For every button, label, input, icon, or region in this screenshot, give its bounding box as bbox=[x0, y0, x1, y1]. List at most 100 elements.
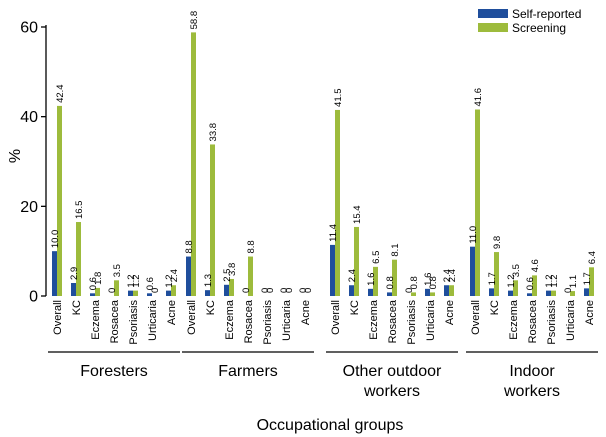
data-label-screening: 33.8 bbox=[208, 123, 219, 142]
data-label-screening: 2.4 bbox=[447, 269, 458, 282]
x-tick-label: Psoriasis bbox=[406, 300, 418, 345]
data-label-self-reported: 0 bbox=[241, 288, 252, 293]
bar-self-reported bbox=[508, 291, 513, 296]
x-tick-label: Eczema bbox=[508, 299, 520, 340]
bar-self-reported bbox=[71, 283, 76, 296]
bar-self-reported bbox=[546, 291, 551, 296]
data-label-screening: 9.8 bbox=[492, 236, 503, 249]
bars: 10.042.42.916.50.61.803.51.21.2 0.601.22.… bbox=[50, 11, 598, 296]
bar-self-reported bbox=[368, 289, 373, 296]
data-label-screening: 41.6 bbox=[473, 88, 484, 107]
data-label-self-reported: 11.4 bbox=[328, 224, 339, 242]
bar-self-reported bbox=[489, 288, 494, 296]
data-label-self-reported: 10.0 bbox=[50, 230, 61, 249]
data-label-screening: 1.2 bbox=[131, 274, 142, 287]
x-tick-label: Overall bbox=[52, 300, 64, 335]
bar-self-reported bbox=[444, 285, 449, 296]
x-tick-label: KC bbox=[71, 300, 83, 315]
data-label-screening: 42.4 bbox=[55, 84, 66, 103]
data-label-self-reported: 8.8 bbox=[184, 240, 195, 253]
data-label-screening: 2.4 bbox=[169, 269, 180, 282]
data-label-screening: 8.1 bbox=[390, 243, 401, 256]
data-label-screening: 16.5 bbox=[74, 201, 85, 220]
data-label-screening: 3.8 bbox=[227, 263, 238, 276]
y-axis: 0 20 40 60 bbox=[20, 20, 46, 306]
bar-self-reported bbox=[90, 293, 95, 296]
x-tick-label: Acne bbox=[166, 300, 178, 325]
data-label-screening: 0 bbox=[303, 288, 314, 293]
data-label-self-reported: 1.3 bbox=[203, 274, 214, 287]
data-label-screening: 0 bbox=[284, 288, 295, 293]
data-label-self-reported: 2.9 bbox=[69, 267, 80, 280]
x-tick-label: Overall bbox=[186, 300, 198, 335]
data-label-screening: 6.5 bbox=[371, 251, 382, 264]
x-tick-label: Rosacea bbox=[243, 299, 255, 343]
data-label-screening: 15.4 bbox=[352, 205, 363, 224]
bar-screening bbox=[449, 285, 454, 296]
data-label-screening: 0 bbox=[150, 288, 161, 293]
legend-swatch-screen bbox=[478, 23, 508, 32]
bar-screening bbox=[475, 109, 480, 296]
data-label-screening: 0 bbox=[265, 288, 276, 293]
bar-screening bbox=[335, 110, 340, 296]
bar-screening bbox=[210, 144, 215, 296]
bar-screening bbox=[551, 291, 556, 296]
bar-screening bbox=[57, 106, 62, 296]
group-label: Indoor bbox=[509, 363, 555, 380]
y-tick-label: 40 bbox=[20, 109, 38, 126]
x-tick-label: KC bbox=[349, 300, 361, 315]
data-label-self-reported: 1.7 bbox=[582, 272, 593, 285]
data-label-self-reported: 1.6 bbox=[366, 273, 377, 286]
x-tick-label: Urticaria bbox=[147, 299, 159, 341]
data-label-self-reported: 0.6 bbox=[525, 277, 536, 290]
x-tick-label: Eczema bbox=[368, 299, 380, 340]
x-axis-label: Occupational groups bbox=[257, 417, 404, 434]
x-tick-label: Acne bbox=[584, 300, 596, 325]
bar-screening bbox=[354, 227, 359, 296]
legend-label-self: Self-reported bbox=[512, 7, 581, 21]
bar-self-reported bbox=[52, 251, 57, 296]
data-label-self-reported: 2.4 bbox=[347, 269, 358, 282]
group-label: Other outdoor bbox=[343, 363, 442, 380]
x-axis: Overall KC Eczema Rosacea Psoriasis Urticaria… bbox=[48, 299, 598, 400]
data-label-self-reported: 0.8 bbox=[385, 276, 396, 289]
group-label: Farmers bbox=[218, 363, 278, 380]
data-label-self-reported: 0 bbox=[107, 288, 118, 293]
x-tick-label: Urticaria bbox=[281, 299, 293, 341]
x-tick-label: Acne bbox=[444, 300, 456, 325]
data-label-screening: 6.4 bbox=[587, 251, 598, 264]
bar-self-reported bbox=[330, 245, 335, 296]
y-tick-label: 0 bbox=[29, 289, 38, 306]
y-tick-label: 60 bbox=[20, 20, 38, 37]
bar-screening bbox=[133, 291, 138, 296]
x-tick-label: Psoriasis bbox=[546, 300, 558, 345]
bar-self-reported bbox=[584, 288, 589, 296]
data-label-screening: 1.2 bbox=[549, 274, 560, 287]
data-label-screening: 8.8 bbox=[246, 240, 257, 253]
data-label-screening: 0.8 bbox=[428, 276, 439, 289]
x-tick-label: Psoriasis bbox=[128, 300, 140, 345]
bar-self-reported bbox=[527, 293, 532, 296]
bar-self-reported bbox=[470, 247, 475, 296]
x-tick-label: Acne bbox=[300, 300, 312, 325]
data-label-screening: 4.6 bbox=[530, 259, 541, 272]
bar-screening bbox=[191, 32, 196, 296]
bar-self-reported bbox=[387, 292, 392, 296]
data-label-screening: 1.1 bbox=[568, 275, 579, 288]
y-tick-label: 20 bbox=[20, 199, 38, 216]
x-tick-label: Urticaria bbox=[425, 299, 437, 341]
x-tick-label: Rosacea bbox=[527, 299, 539, 343]
data-label-screening: 3.5 bbox=[112, 264, 123, 277]
bar-self-reported bbox=[166, 291, 171, 296]
x-tick-label: Urticaria bbox=[565, 299, 577, 341]
bar-self-reported bbox=[205, 290, 210, 296]
legend-swatch-self bbox=[478, 9, 508, 18]
data-label-self-reported: 1.7 bbox=[487, 272, 498, 285]
bar-screening bbox=[76, 222, 81, 296]
data-label-screening: 1.8 bbox=[93, 272, 104, 285]
bar-self-reported bbox=[224, 285, 229, 296]
x-tick-label: Overall bbox=[330, 300, 342, 335]
y-axis-label: % bbox=[7, 149, 24, 163]
